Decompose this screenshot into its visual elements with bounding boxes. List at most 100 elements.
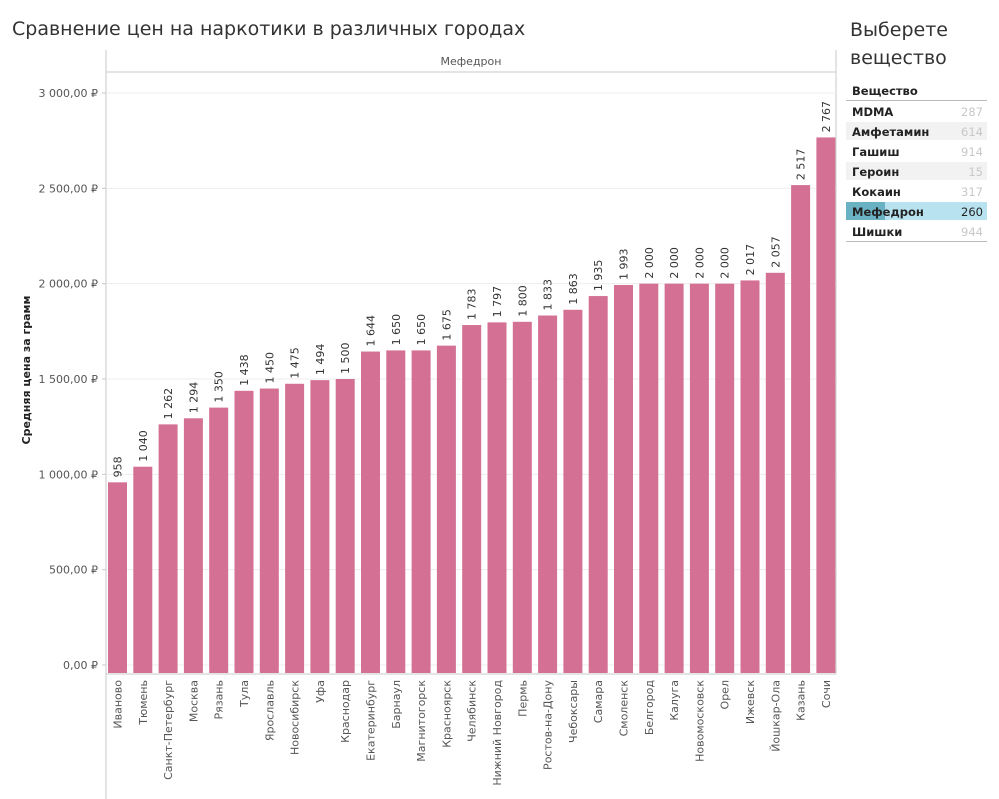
bar-value-label: 1 650 [390, 314, 403, 346]
filter-item-count-bar [846, 202, 885, 220]
bar [563, 309, 583, 673]
filter-item-count: 914 [961, 145, 983, 159]
bar-value-label: 1 833 [542, 279, 555, 311]
filter-item[interactable]: Героин 15 [846, 161, 987, 181]
y-axis-label: Средняя цена за грамм [20, 296, 33, 445]
filter-item-label: Шишки [852, 225, 903, 239]
bar [108, 482, 127, 673]
x-tick-label: Краснодар [339, 680, 352, 743]
x-tick-label: Тула [238, 680, 251, 708]
bar [133, 466, 153, 673]
bar-value-label: 1 650 [415, 314, 428, 346]
x-tick-label: Казань [795, 680, 808, 721]
filter-item-label: Кокаин [852, 185, 901, 199]
bar-value-label: 958 [112, 456, 125, 477]
bar [310, 380, 330, 673]
filter-item-label: Героин [852, 165, 900, 179]
x-tick-label: Москва [187, 680, 200, 722]
bar [487, 322, 507, 673]
substance-filter: Вещество MDMA 287 Амфетамин 614 Гашиш 914 Геро… [846, 82, 987, 242]
x-tick-label: Ростов-на-Дону [542, 680, 555, 770]
filter-item[interactable]: MDMA 287 [846, 101, 987, 121]
bar [259, 388, 279, 673]
x-tick-label: Чебоксары [567, 680, 580, 743]
bar [639, 283, 659, 673]
bar-value-label: 2 057 [769, 236, 782, 268]
bar-value-label: 2 517 [795, 149, 808, 181]
bar-value-label: 1 993 [618, 249, 631, 281]
bar-value-label: 1 438 [238, 354, 251, 386]
bar [335, 379, 355, 673]
filter-item[interactable]: Мефедрон 260 [846, 201, 987, 221]
bar-value-label: 1 450 [263, 352, 276, 384]
bar [234, 390, 254, 673]
bar [436, 345, 456, 673]
bar [411, 350, 431, 673]
y-tick-label: 3 000,00 ₽ [39, 87, 98, 100]
filter-item[interactable]: Гашиш 914 [846, 141, 987, 161]
bar-chart: Мефедрон 0,00 ₽ 500,00 ₽ 1 000,00 ₽ 1 500,00… [20, 50, 837, 799]
bar [361, 351, 380, 673]
filter-item[interactable]: Амфетамин 614 [846, 121, 987, 141]
x-tick-label: Новосибирск [289, 680, 302, 755]
x-tick-label: Иваново [112, 680, 125, 729]
filter-item-label: Гашиш [852, 145, 900, 159]
y-tick-label: 1 000,00 ₽ [39, 468, 98, 481]
bar-value-label: 2 017 [744, 244, 757, 276]
filter-item-band [846, 122, 987, 140]
x-tick-label: Орел [719, 680, 732, 709]
filter-item-label: Амфетамин [852, 125, 930, 139]
pane-header: Мефедрон [441, 55, 502, 68]
bar [664, 283, 684, 673]
bar [588, 296, 608, 673]
filter-item[interactable]: Кокаин 317 [846, 181, 987, 201]
bar [715, 283, 735, 673]
filter-item-count: 15 [968, 165, 983, 179]
x-tick-label: Санкт-Петербург [162, 680, 175, 780]
x-tick-label: Ярославль [263, 680, 276, 741]
y-tick-label: 1 500,00 ₽ [39, 373, 98, 386]
bar [765, 272, 785, 673]
x-tick-label: Барнаул [390, 680, 403, 729]
bar [538, 315, 558, 673]
bar [183, 418, 203, 673]
bar [512, 321, 532, 673]
y-tick-label: 500,00 ₽ [49, 564, 98, 577]
bar [209, 407, 229, 673]
bar [816, 137, 836, 673]
x-tick-label: Нижний Новгород [491, 680, 504, 786]
x-tick-label: Калуга [668, 680, 681, 721]
bar-value-label: 1 797 [491, 286, 504, 318]
bar [285, 383, 305, 673]
bar [462, 325, 482, 673]
bar [158, 424, 178, 673]
filter-item-count: 317 [961, 185, 983, 199]
bar-value-label: 1 863 [567, 273, 580, 305]
page-title: Сравнение цен на наркотики в различных г… [12, 18, 526, 40]
filter-item-count: 614 [961, 125, 983, 139]
filter-panel-title: Выберете вещество [850, 19, 948, 69]
bar [791, 185, 811, 674]
x-tick-label: Рязань [213, 680, 226, 720]
bar-value-label: 1 800 [516, 285, 529, 317]
filter-item-count: 287 [961, 105, 983, 119]
bar-value-label: 1 644 [365, 315, 378, 347]
y-tick-label: 2 500,00 ₽ [39, 182, 98, 195]
x-tick-label: Йошкар-Ола [769, 680, 782, 752]
filter-item[interactable]: Шишки 944 [846, 221, 987, 241]
filter-item-count: 260 [961, 205, 983, 219]
bar-value-label: 1 675 [440, 309, 453, 341]
x-tick-label: Новомосковск [693, 680, 706, 762]
bar-value-label: 1 783 [466, 289, 479, 321]
bar-value-label: 2 000 [693, 247, 706, 279]
x-tick-label: Белгород [643, 680, 656, 736]
x-tick-label: Красноярск [440, 680, 453, 748]
bar-value-label: 1 935 [592, 260, 605, 292]
bar-value-label: 2 767 [820, 101, 833, 133]
x-tick-label: Тюмень [137, 680, 150, 726]
bar-value-label: 1 494 [314, 344, 327, 376]
bar [614, 285, 633, 673]
x-tick-label: Екатеринбург [365, 680, 378, 761]
bar-value-label: 1 500 [339, 343, 352, 375]
bar-value-label: 1 040 [137, 430, 150, 462]
